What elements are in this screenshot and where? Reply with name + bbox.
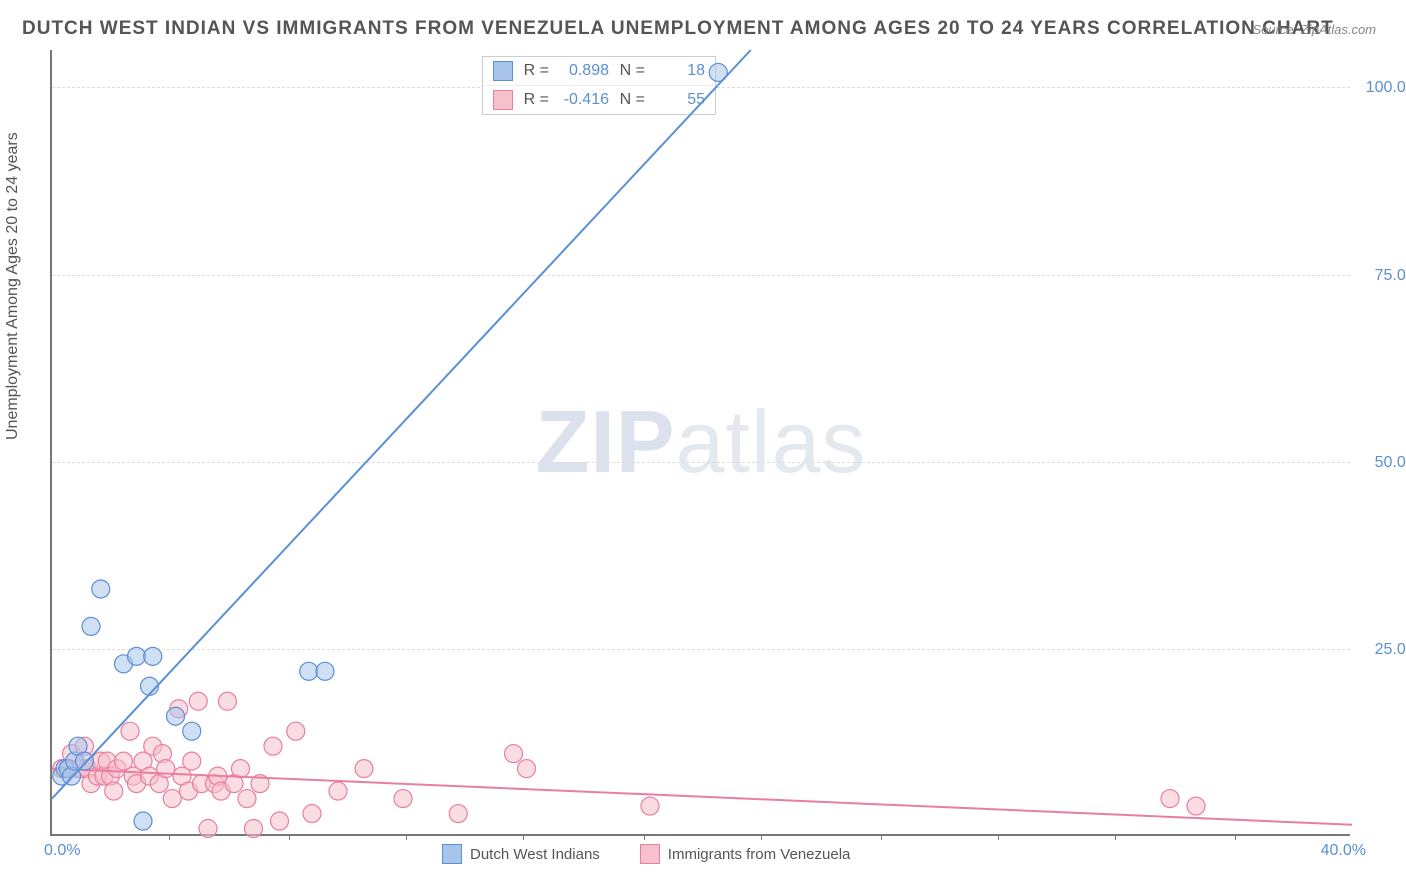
legend-label-pink: Immigrants from Venezuela (668, 846, 851, 863)
scatter-point-blue (128, 647, 146, 665)
scatter-point-pink (121, 722, 139, 740)
scatter-point-pink (199, 820, 217, 838)
scatter-point-pink (232, 760, 250, 778)
scatter-point-pink (355, 760, 373, 778)
x-minor-tick (169, 834, 170, 840)
scatter-point-pink (105, 782, 123, 800)
y-tick-label: 100.0% (1360, 79, 1406, 97)
chart-title: DUTCH WEST INDIAN VS IMMIGRANTS FROM VEN… (22, 18, 1334, 40)
x-minor-tick (998, 834, 999, 840)
scatter-point-blue (300, 662, 318, 680)
source-attribution: Source: ZipAtlas.com (1252, 22, 1376, 37)
plot-area: ZIPatlas 25.0%50.0%75.0%100.0% 0.0% 40.0… (50, 50, 1350, 836)
swatch-pink (640, 844, 660, 864)
x-minor-tick (406, 834, 407, 840)
y-axis-label: Unemployment Among Ages 20 to 24 years (4, 132, 22, 440)
scatter-point-pink (394, 790, 412, 808)
scatter-point-blue (183, 722, 201, 740)
scatter-point-pink (163, 790, 181, 808)
legend-label-blue: Dutch West Indians (470, 846, 600, 863)
swatch-blue (442, 844, 462, 864)
scatter-point-pink (1161, 790, 1179, 808)
scatter-point-pink (1187, 797, 1205, 815)
scatter-point-pink (264, 737, 282, 755)
scatter-point-blue (134, 812, 152, 830)
scatter-point-pink (287, 722, 305, 740)
x-tick-label-origin: 0.0% (44, 842, 80, 860)
legend-item-blue: Dutch West Indians (442, 844, 600, 864)
scatter-point-blue (167, 707, 185, 725)
scatter-point-pink (245, 820, 263, 838)
chart-svg-overlay (52, 50, 1350, 834)
scatter-point-pink (157, 760, 175, 778)
scatter-point-blue (82, 617, 100, 635)
scatter-point-pink (641, 797, 659, 815)
x-minor-tick (1115, 834, 1116, 840)
y-tick-label: 50.0% (1360, 454, 1406, 472)
scatter-point-pink (518, 760, 536, 778)
x-minor-tick (1235, 834, 1236, 840)
y-tick-label: 75.0% (1360, 267, 1406, 285)
x-tick-label-max: 40.0% (1321, 842, 1366, 860)
x-minor-tick (644, 834, 645, 840)
x-minor-tick (761, 834, 762, 840)
scatter-point-pink (303, 805, 321, 823)
trend-line-blue (52, 50, 751, 799)
y-tick-label: 25.0% (1360, 641, 1406, 659)
scatter-point-blue (316, 662, 334, 680)
scatter-point-blue (144, 647, 162, 665)
scatter-point-pink (219, 692, 237, 710)
scatter-point-pink (449, 805, 467, 823)
scatter-point-pink (329, 782, 347, 800)
bottom-legend: Dutch West Indians Immigrants from Venez… (442, 844, 850, 864)
x-minor-tick (881, 834, 882, 840)
legend-item-pink: Immigrants from Venezuela (640, 844, 851, 864)
scatter-point-pink (271, 812, 289, 830)
x-minor-tick (289, 834, 290, 840)
scatter-point-pink (183, 752, 201, 770)
scatter-point-pink (505, 745, 523, 763)
scatter-point-pink (238, 790, 256, 808)
scatter-point-blue (92, 580, 110, 598)
x-minor-tick (523, 834, 524, 840)
scatter-point-blue (76, 752, 94, 770)
scatter-point-pink (189, 692, 207, 710)
